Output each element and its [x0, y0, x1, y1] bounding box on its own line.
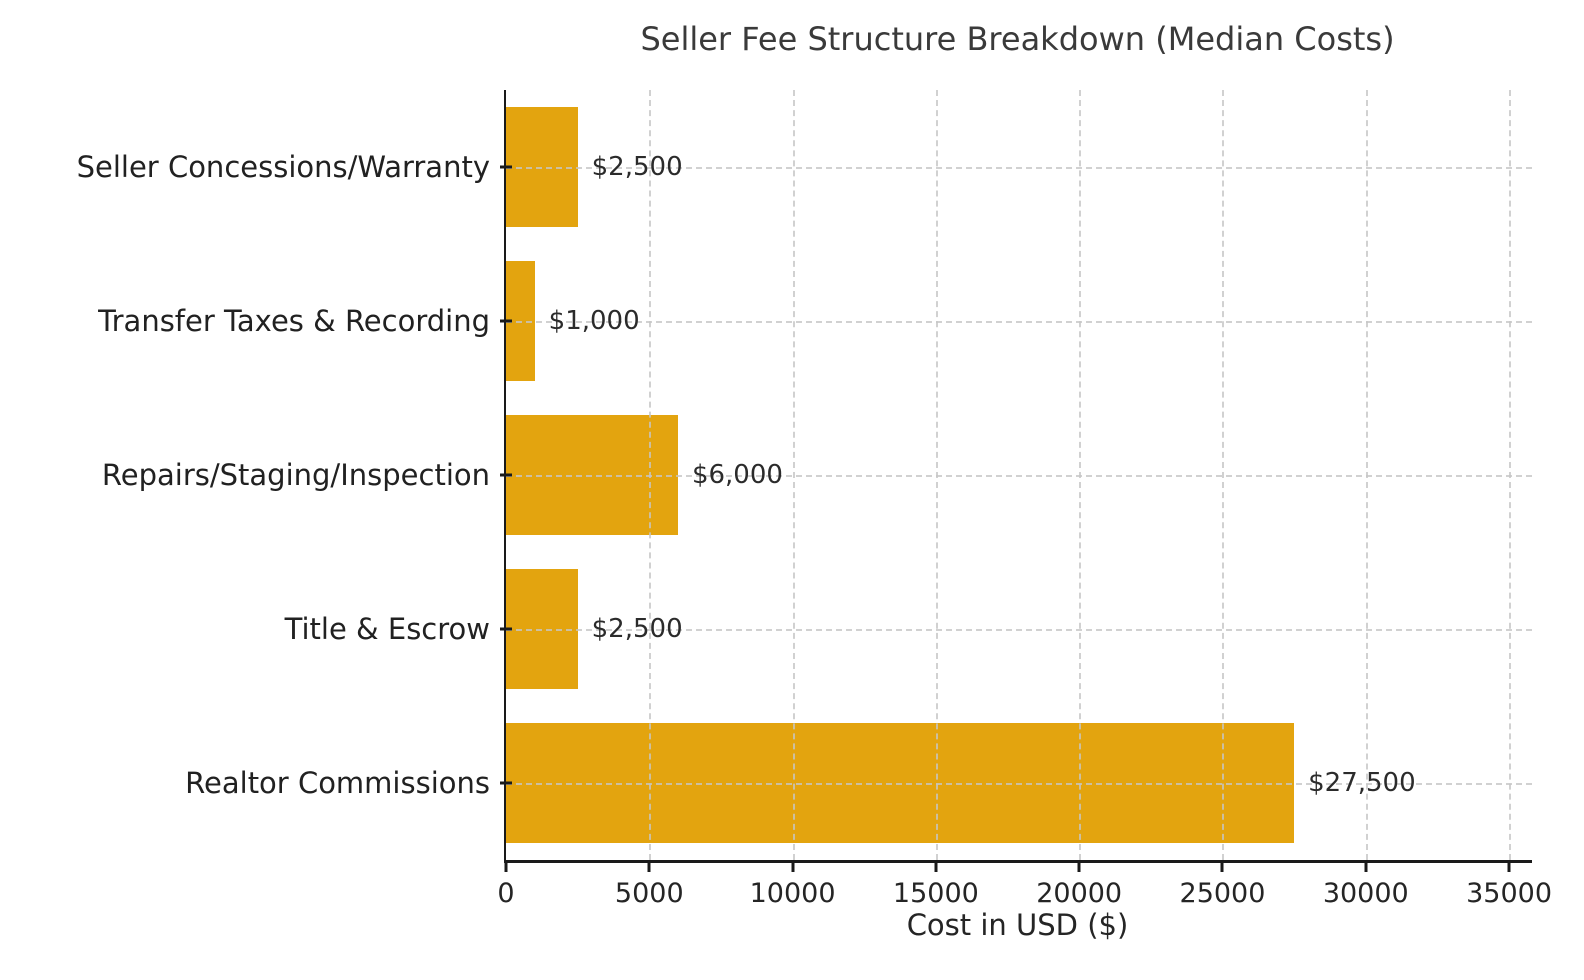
horizontal-gridline	[506, 167, 1532, 169]
x-tick	[1077, 863, 1081, 872]
bar-value-label: $27,500	[1308, 768, 1416, 798]
bar-value-label: $1,000	[548, 306, 640, 336]
bar-value-label: $2,500	[591, 152, 683, 182]
category-label: Transfer Taxes & Recording	[98, 304, 490, 338]
x-tick-label: 25000	[1179, 878, 1266, 909]
x-tick	[647, 863, 651, 872]
chart-title: Seller Fee Structure Breakdown (Median C…	[640, 20, 1395, 58]
bar-value-label: $2,500	[591, 614, 683, 644]
x-tick-label: 30000	[1322, 878, 1409, 909]
x-tick-label: 0	[497, 878, 515, 909]
y-tick	[500, 781, 512, 785]
x-tick-label: 5000	[614, 878, 684, 909]
y-tick	[500, 473, 512, 477]
x-axis-label: Cost in USD ($)	[906, 908, 1129, 942]
y-tick	[500, 319, 512, 323]
horizontal-gridline	[506, 475, 1532, 477]
horizontal-gridline	[506, 321, 1532, 323]
y-tick	[500, 165, 512, 169]
x-tick	[1364, 863, 1368, 872]
x-tick-label: 35000	[1466, 878, 1553, 909]
plot-area: 0 5000 10000 15000 20000 25000 30000 35000 Selle…	[77, 90, 1552, 909]
x-tick	[934, 863, 938, 872]
x-tick-label: 15000	[892, 878, 979, 909]
category-label: Title & Escrow	[284, 612, 490, 646]
x-tick	[1507, 863, 1511, 872]
x-tick	[791, 863, 795, 872]
x-tick	[1220, 863, 1224, 872]
bar-value-label: $6,000	[691, 460, 783, 490]
y-tick	[500, 627, 512, 631]
category-label: Realtor Commissions	[185, 766, 490, 800]
category-label: Seller Concessions/Warranty	[76, 150, 490, 184]
category-label: Repairs/Staging/Inspection	[101, 458, 490, 492]
x-tick	[504, 863, 508, 872]
x-tick-label: 10000	[749, 878, 836, 909]
horizontal-gridline	[506, 629, 1532, 631]
horizontal-gridline	[506, 783, 1532, 785]
x-tick-label: 20000	[1036, 878, 1123, 909]
